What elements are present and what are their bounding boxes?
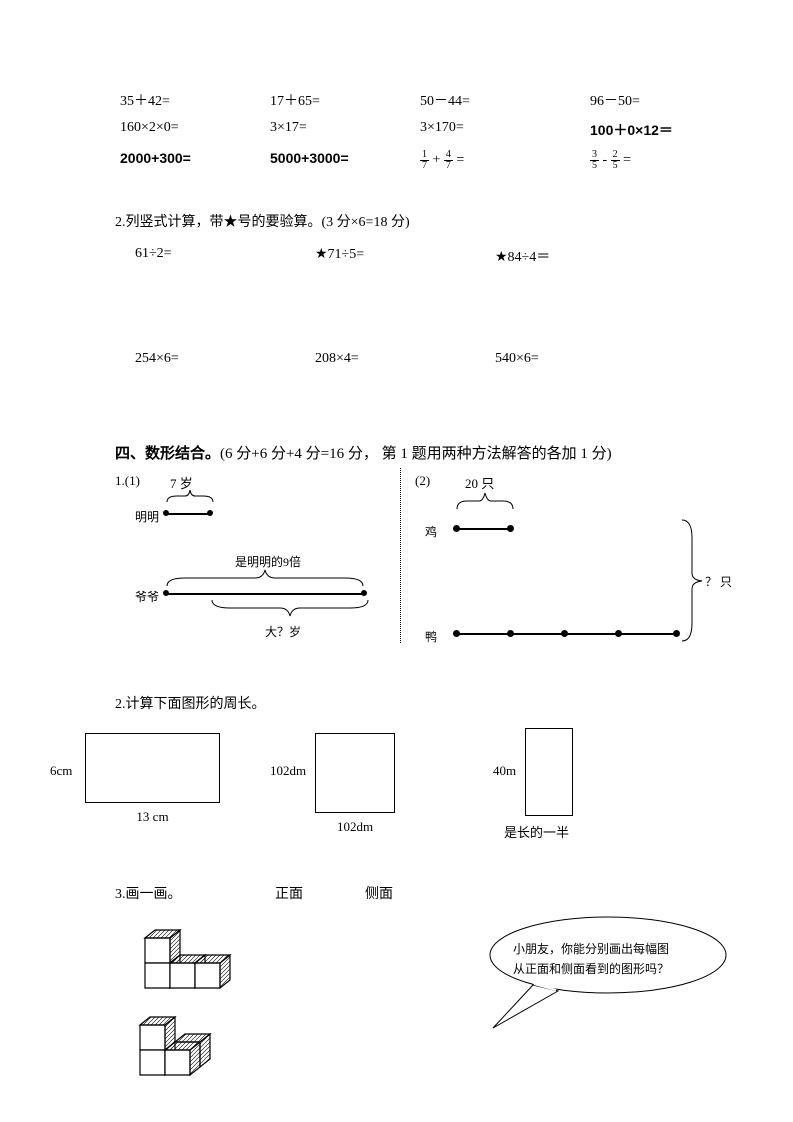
shape2-w: 102dm [337, 819, 373, 835]
dot [673, 630, 680, 637]
shape1-w: 13 cm [136, 809, 168, 825]
diagram-container: 1.(1) 7 岁 明明 是明明的9倍 爷爷 大？岁 (2) 20 只 鸡 鸭 [115, 473, 733, 673]
rect [525, 728, 573, 816]
q2-total: ？ 只 [705, 573, 732, 590]
cubes-area: 小朋友，你能分别画出每幅图 从正面和侧面看到的图形吗？ [115, 918, 733, 1118]
draw-header: 3.画一画。 正面 侧面 [115, 883, 733, 903]
dot [360, 589, 368, 597]
equations-grid: 35＋42= 17＋65= 50－44= 96－50= 160×2×0= 3×1… [120, 90, 733, 171]
vcalc: ★71÷5= [315, 246, 495, 266]
cubes-figure-1 [135, 928, 235, 998]
shape1: 6cm 13 cm [85, 733, 220, 825]
dot [206, 509, 214, 517]
bubble-line2: 从正面和侧面看到的图形吗？ [513, 959, 713, 979]
vertical-calc-grid2: 254×6= 208×4= 540×6= [135, 351, 733, 367]
bubble-text: 小朋友，你能分别画出每幅图 从正面和侧面看到的图形吗？ [513, 939, 713, 980]
shape3-w: 是长的一半 [504, 822, 569, 841]
vcalc: 61÷2= [135, 246, 315, 266]
eq: 5000+3000= [270, 150, 420, 171]
draw-title: 3.画一画。 [115, 883, 275, 903]
rect [315, 733, 395, 813]
shape1-h: 6cm [50, 763, 72, 779]
shape3: 40m 是长的一半 [525, 728, 573, 841]
bracket-icon [680, 518, 705, 643]
q1-big: 大？岁 [265, 623, 301, 640]
eq-fraction: 35 - 25 = [590, 150, 740, 171]
bubble-line1: 小朋友，你能分别画出每幅图 [513, 939, 713, 959]
draw-section: 3.画一画。 正面 侧面 [115, 883, 733, 1118]
dot [453, 525, 460, 532]
q1-grandpa: 爷爷 [135, 588, 159, 605]
shape2-h: 102dm [270, 763, 306, 779]
q1-ming: 明明 [135, 508, 159, 525]
divider [400, 468, 401, 643]
perimeter-title: 2.计算下面图形的周长。 [115, 693, 733, 713]
vcalc: ★84÷4＝ [495, 246, 675, 266]
eq: 50－44= [420, 90, 590, 110]
eq: 96－50= [590, 90, 740, 110]
bracket-icon [165, 488, 215, 506]
dot [453, 630, 460, 637]
bracket-icon [165, 568, 365, 590]
eq: 100＋0×12＝ [590, 120, 740, 140]
shapes-row: 6cm 13 cm 102dm 102dm 40m 是长的一半 [115, 728, 733, 858]
bracket-icon [455, 491, 515, 513]
rect [85, 733, 220, 803]
draw-side: 侧面 [365, 883, 393, 903]
eq-fraction: 17 + 47 = [420, 150, 590, 171]
draw-front: 正面 [275, 883, 365, 903]
q1-label: 1.(1) [115, 473, 140, 489]
dot [162, 509, 170, 517]
bar [455, 528, 511, 530]
dot [561, 630, 568, 637]
eq: 2000+300= [120, 150, 270, 171]
eq: 3×17= [270, 120, 420, 140]
section4-rest: (6 分+6 分+4 分=16 分， 第 1 题用两种方法解答的各加 1 分) [220, 446, 612, 462]
section4-title: 四、数形结合。(6 分+6 分+4 分=16 分， 第 1 题用两种方法解答的各… [115, 442, 733, 463]
section4-head: 四、数形结合。 [115, 446, 220, 462]
dot [507, 525, 514, 532]
cubes-figure-2 [135, 1013, 235, 1088]
q2-duck: 鸭 [425, 628, 437, 645]
eq: 35＋42= [120, 90, 270, 110]
dot [507, 630, 514, 637]
dot [162, 589, 170, 597]
vertical-calc-grid: 61÷2= ★71÷5= ★84÷4＝ [135, 246, 733, 266]
vcalc: 540×6= [495, 351, 675, 367]
bar [165, 593, 365, 595]
perimeter-section: 2.计算下面图形的周长。 6cm 13 cm 102dm 102dm 40m 是… [115, 693, 733, 858]
vcalc: 254×6= [135, 351, 315, 367]
section2-title: 2.列竖式计算，带★号的要验算。(3 分×6=18 分) [115, 211, 733, 231]
q2-chicken: 鸡 [425, 523, 437, 540]
dot [615, 630, 622, 637]
q2-count: 20 只 [465, 473, 494, 492]
eq: 3×170= [420, 120, 590, 140]
q2-label: (2) [415, 473, 430, 489]
shape2: 102dm 102dm [315, 733, 395, 835]
vcalc: 208×4= [315, 351, 495, 367]
eq: 160×2×0= [120, 120, 270, 140]
bar [165, 513, 211, 515]
bracket-icon [210, 598, 370, 620]
eq: 17＋65= [270, 90, 420, 110]
shape3-h: 40m [493, 763, 516, 779]
